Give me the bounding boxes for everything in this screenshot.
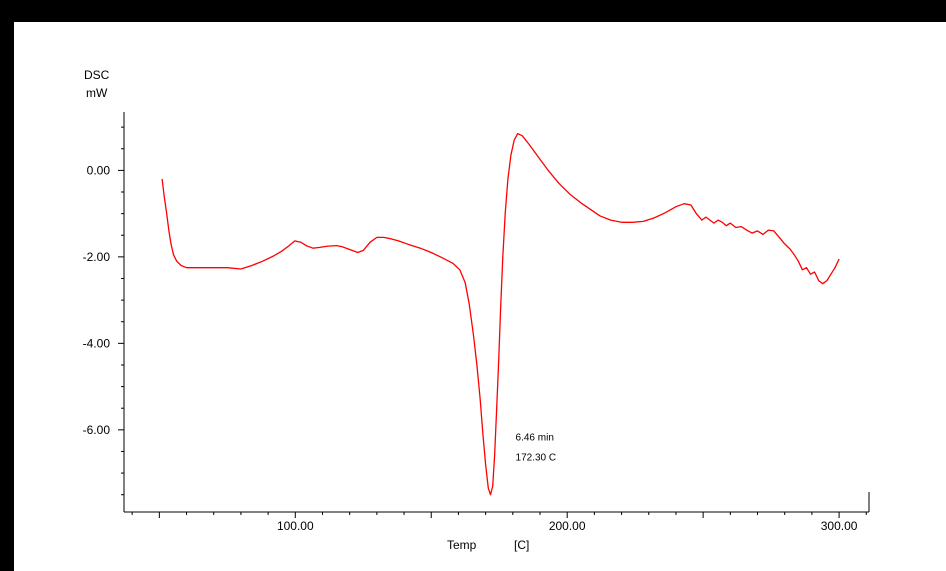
x-tick-label: 300.00	[821, 519, 858, 533]
peak-annotation-temp: 172.30 C	[516, 453, 557, 464]
dsc-chart: DSC mW 0.00 -2.00 -4.00 -6.00 100.00 200.00 3…	[83, 68, 870, 552]
y-axis-ticks: 0.00 -2.00 -4.00 -6.00	[83, 126, 124, 496]
x-axis-title: Temp	[447, 538, 477, 552]
y-axis-title-line1: DSC	[84, 68, 110, 82]
y-tick-label: -6.00	[83, 423, 111, 437]
x-tick-label: 200.00	[549, 519, 586, 533]
y-tick-label: -4.00	[83, 336, 111, 350]
chart-window: DSC mW 0.00 -2.00 -4.00 -6.00 100.00 200.00 3…	[14, 22, 946, 571]
y-tick-label: -2.00	[83, 250, 111, 264]
x-axis-ticks: 100.00 200.00 300.00	[131, 512, 867, 533]
y-tick-label: 0.00	[87, 163, 111, 177]
x-axis-unit: [C]	[514, 538, 529, 552]
y-axis-title-line2: mW	[86, 86, 108, 100]
peak-annotation-time: 6.46 min	[516, 433, 554, 444]
dsc-curve	[161, 132, 840, 496]
x-tick-label: 100.00	[277, 519, 314, 533]
